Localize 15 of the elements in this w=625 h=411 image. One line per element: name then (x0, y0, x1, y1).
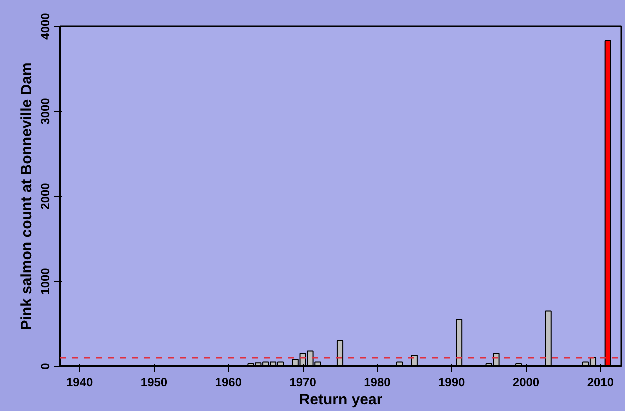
x-tick-label: 1990 (438, 376, 466, 390)
x-tick-label: 1950 (140, 376, 168, 390)
y-tick-label: 4000 (38, 12, 52, 40)
y-tick-label: 3000 (38, 98, 52, 125)
y-tick-label: 0 (38, 362, 52, 370)
x-axis-title: Return year (299, 392, 383, 408)
y-tick-label: 1000 (38, 268, 52, 295)
x-tick-label: 1970 (290, 376, 317, 390)
x-tick-label: 1980 (364, 376, 392, 390)
x-tick-label: 1940 (66, 376, 94, 390)
x-tick-label: 2010 (587, 376, 614, 390)
x-tick-label: 2000 (512, 376, 540, 390)
y-tick-label: 2000 (38, 182, 52, 210)
y-axis-title: Pink salmon count at Bonneville Dam (18, 62, 36, 330)
x-tick-label: 1960 (215, 376, 242, 390)
